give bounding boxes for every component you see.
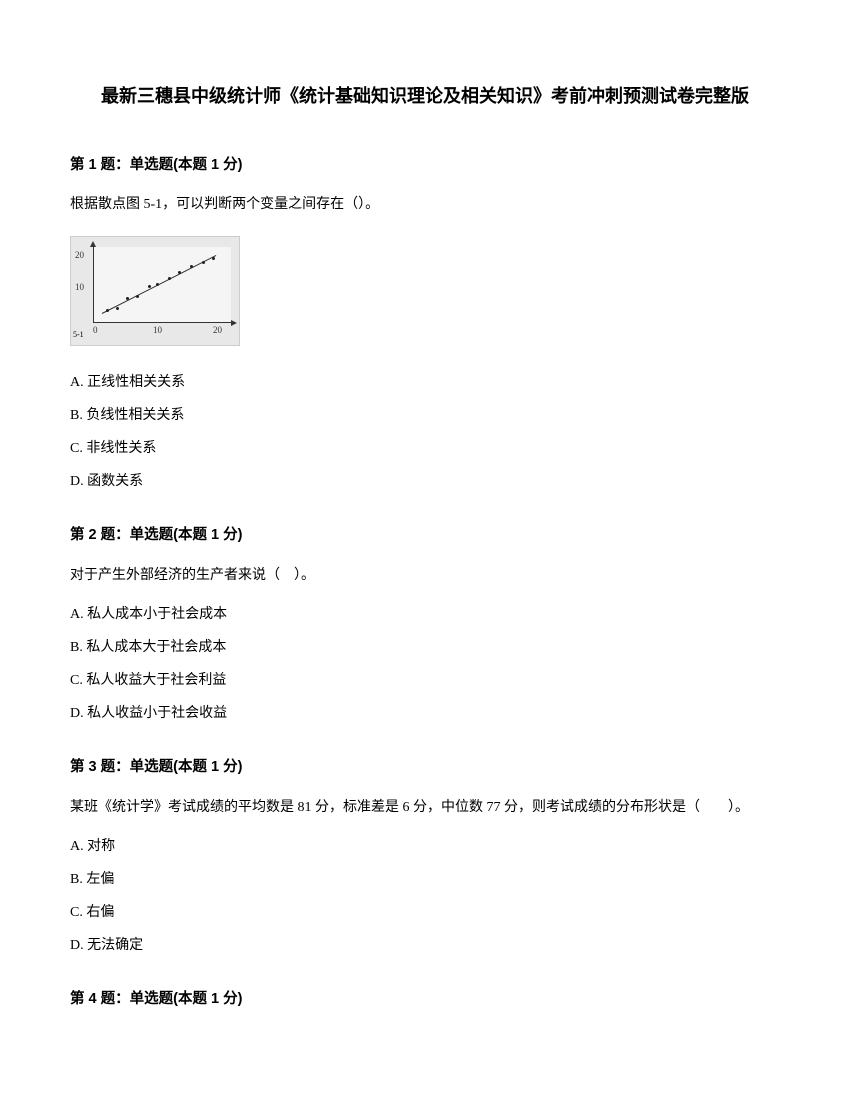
question-4-header: 第 4 题：单选题(本题 1 分) xyxy=(70,986,780,1012)
question-3-text: 某班《统计学》考试成绩的平均数是 81 分，标准差是 6 分，中位数 77 分，… xyxy=(70,795,780,820)
question-3-option-c: C. 右偏 xyxy=(70,900,780,925)
chart-plot-area xyxy=(93,247,231,323)
question-1-option-b: B. 负线性相关关系 xyxy=(70,403,780,428)
question-1-header: 第 1 题：单选题(本题 1 分) xyxy=(70,152,780,178)
scatter-point xyxy=(106,309,109,312)
x-tick-20: 20 xyxy=(213,322,222,338)
question-2-option-c: C. 私人收益大于社会利益 xyxy=(70,668,780,693)
question-2-option-b: B. 私人成本大于社会成本 xyxy=(70,635,780,660)
y-tick-20: 20 xyxy=(75,247,84,263)
scatter-point xyxy=(156,283,159,286)
question-3-option-a: A. 对称 xyxy=(70,834,780,859)
page-title: 最新三穗县中级统计师《统计基础知识理论及相关知识》考前冲刺预测试卷完整版 xyxy=(70,80,780,112)
scatter-point xyxy=(212,257,215,260)
scatter-point xyxy=(116,307,119,310)
scatter-point xyxy=(190,265,193,268)
x-tick-0: 0 xyxy=(93,322,98,338)
y-tick-10: 10 xyxy=(75,279,84,295)
scatter-point xyxy=(202,261,205,264)
trend-line xyxy=(102,255,217,314)
scatter-point xyxy=(178,271,181,274)
question-3-option-b: B. 左偏 xyxy=(70,867,780,892)
chart-caption: 5-1 xyxy=(73,328,84,342)
scatter-point xyxy=(148,285,151,288)
question-2-text: 对于产生外部经济的生产者来说（ ）。 xyxy=(70,563,780,588)
x-tick-10: 10 xyxy=(153,322,162,338)
question-1-option-d: D. 函数关系 xyxy=(70,469,780,494)
question-1-text: 根据散点图 5-1，可以判断两个变量之间存在（）。 xyxy=(70,192,780,217)
scatter-point xyxy=(126,297,129,300)
scatter-point xyxy=(136,295,139,298)
question-1-option-a: A. 正线性相关关系 xyxy=(70,370,780,395)
question-1-option-c: C. 非线性关系 xyxy=(70,436,780,461)
question-2-header: 第 2 题：单选题(本题 1 分) xyxy=(70,522,780,548)
question-2-option-d: D. 私人收益小于社会收益 xyxy=(70,701,780,726)
x-axis-arrow-icon xyxy=(231,320,237,326)
question-3-header: 第 3 题：单选题(本题 1 分) xyxy=(70,754,780,780)
question-3-option-d: D. 无法确定 xyxy=(70,933,780,958)
scatter-point xyxy=(168,277,171,280)
question-2-option-a: A. 私人成本小于社会成本 xyxy=(70,602,780,627)
scatter-chart: 20 10 0 10 20 5-1 xyxy=(70,236,240,346)
